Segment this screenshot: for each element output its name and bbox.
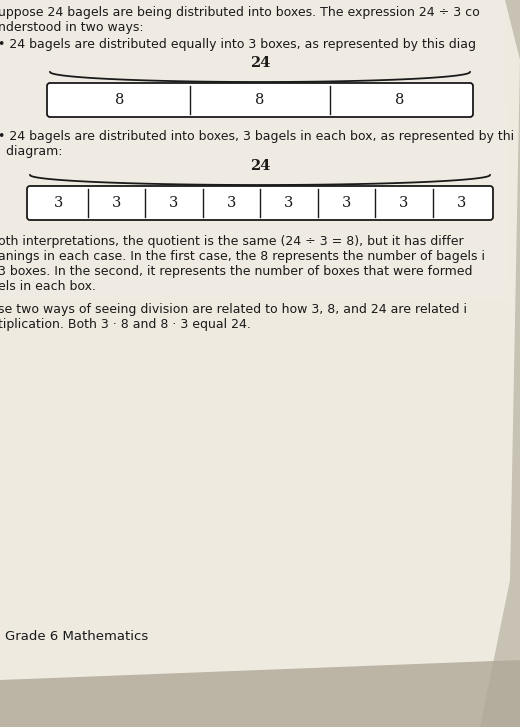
Text: tiplication. Both 3 · 8 and 8 · 3 equal 24.: tiplication. Both 3 · 8 and 8 · 3 equal … [0,318,251,331]
Text: 3: 3 [399,196,408,210]
Text: se two ways of seeing division are related to how 3, 8, and 24 are related i: se two ways of seeing division are relat… [0,303,467,316]
Text: 3 boxes. In the second, it represents the number of boxes that were formed: 3 boxes. In the second, it represents th… [0,265,473,278]
Text: 8: 8 [255,93,265,107]
Text: 3: 3 [284,196,293,210]
FancyBboxPatch shape [27,186,493,220]
Text: els in each box.: els in each box. [0,280,96,293]
Text: 24: 24 [250,56,270,70]
Text: Grade 6 Mathematics: Grade 6 Mathematics [5,630,148,643]
Text: • 24 bagels are distributed equally into 3 boxes, as represented by this diag: • 24 bagels are distributed equally into… [0,38,476,51]
Text: 8: 8 [115,93,125,107]
Text: anings in each case. In the first case, the 8 represents the number of bagels i: anings in each case. In the first case, … [0,250,485,263]
Text: nderstood in two ways:: nderstood in two ways: [0,21,144,34]
Text: 3: 3 [457,196,466,210]
Text: oth interpretations, the quotient is the same (24 ÷ 3 = 8), but it has differ: oth interpretations, the quotient is the… [0,235,464,248]
Polygon shape [0,660,520,727]
Text: 3: 3 [169,196,178,210]
Text: 24: 24 [250,159,270,173]
Polygon shape [0,0,510,300]
Text: 3: 3 [112,196,121,210]
Text: diagram:: diagram: [0,145,62,158]
Text: 8: 8 [395,93,405,107]
Text: 3: 3 [227,196,236,210]
Text: uppose 24 bagels are being distributed into boxes. The expression 24 ÷ 3 co: uppose 24 bagels are being distributed i… [0,6,480,19]
Text: • 24 bagels are distributed into boxes, 3 bagels in each box, as represented by : • 24 bagels are distributed into boxes, … [0,130,514,143]
Text: 3: 3 [54,196,63,210]
Text: 3: 3 [342,196,351,210]
FancyBboxPatch shape [47,83,473,117]
